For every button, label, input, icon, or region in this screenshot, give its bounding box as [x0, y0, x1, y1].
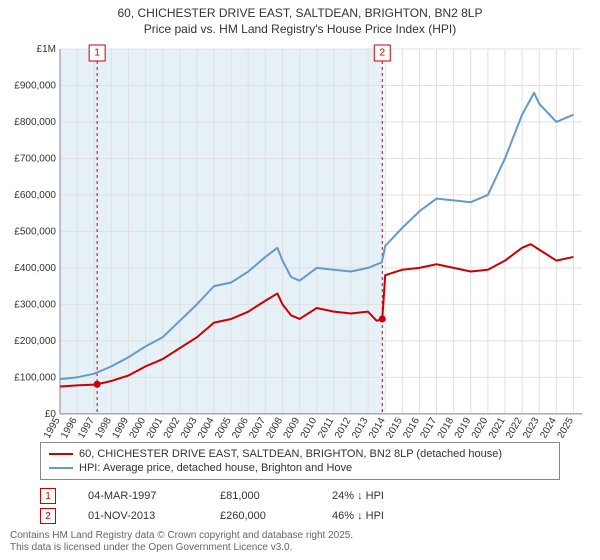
svg-text:£900,000: £900,000: [14, 81, 56, 92]
marker-row: 1 04-MAR-1997 £81,000 24% ↓ HPI: [40, 486, 560, 506]
svg-text:1: 1: [94, 48, 100, 59]
marker-price: £81,000: [220, 490, 300, 502]
svg-text:£1M: £1M: [37, 44, 56, 55]
marker-delta: 46% ↓ HPI: [332, 510, 384, 522]
svg-text:2025: 2025: [555, 416, 576, 438]
svg-text:£800,000: £800,000: [14, 117, 56, 128]
svg-text:2: 2: [379, 48, 385, 59]
legend-row: 60, CHICHESTER DRIVE EAST, SALTDEAN, BRI…: [49, 447, 551, 461]
svg-text:£500,000: £500,000: [14, 227, 56, 238]
footer-line2: This data is licensed under the Open Gov…: [10, 542, 292, 553]
svg-text:£300,000: £300,000: [14, 300, 56, 311]
footer-line1: Contains HM Land Registry data © Crown c…: [10, 530, 353, 541]
legend-label: 60, CHICHESTER DRIVE EAST, SALTDEAN, BRI…: [79, 448, 502, 460]
legend-swatch: [49, 453, 73, 455]
marker-price: £260,000: [220, 510, 300, 522]
footer: Contains HM Land Registry data © Crown c…: [0, 528, 600, 560]
title-line2: Price paid vs. HM Land Registry's House …: [144, 22, 456, 36]
chart-area: £0£100,000£200,000£300,000£400,000£500,0…: [10, 43, 590, 438]
svg-text:£600,000: £600,000: [14, 190, 56, 201]
svg-text:£400,000: £400,000: [14, 263, 56, 274]
svg-text:£200,000: £200,000: [14, 336, 56, 347]
legend-swatch: [49, 467, 73, 469]
svg-text:£700,000: £700,000: [14, 154, 56, 165]
legend: 60, CHICHESTER DRIVE EAST, SALTDEAN, BRI…: [40, 442, 560, 480]
marker-badge: 1: [40, 488, 56, 504]
title-line1: 60, CHICHESTER DRIVE EAST, SALTDEAN, BRI…: [118, 6, 483, 20]
svg-text:£100,000: £100,000: [14, 373, 56, 384]
marker-row: 2 01-NOV-2013 £260,000 46% ↓ HPI: [40, 506, 560, 526]
chart-title: 60, CHICHESTER DRIVE EAST, SALTDEAN, BRI…: [0, 0, 600, 39]
legend-label: HPI: Average price, detached house, Brig…: [79, 462, 352, 474]
marker-badge: 2: [40, 508, 56, 524]
marker-delta: 24% ↓ HPI: [332, 490, 384, 502]
marker-date: 01-NOV-2013: [88, 510, 188, 522]
legend-row: HPI: Average price, detached house, Brig…: [49, 461, 551, 475]
marker-date: 04-MAR-1997: [88, 490, 188, 502]
markers-table: 1 04-MAR-1997 £81,000 24% ↓ HPI 2 01-NOV…: [40, 486, 560, 526]
line-chart: £0£100,000£200,000£300,000£400,000£500,0…: [10, 43, 590, 438]
